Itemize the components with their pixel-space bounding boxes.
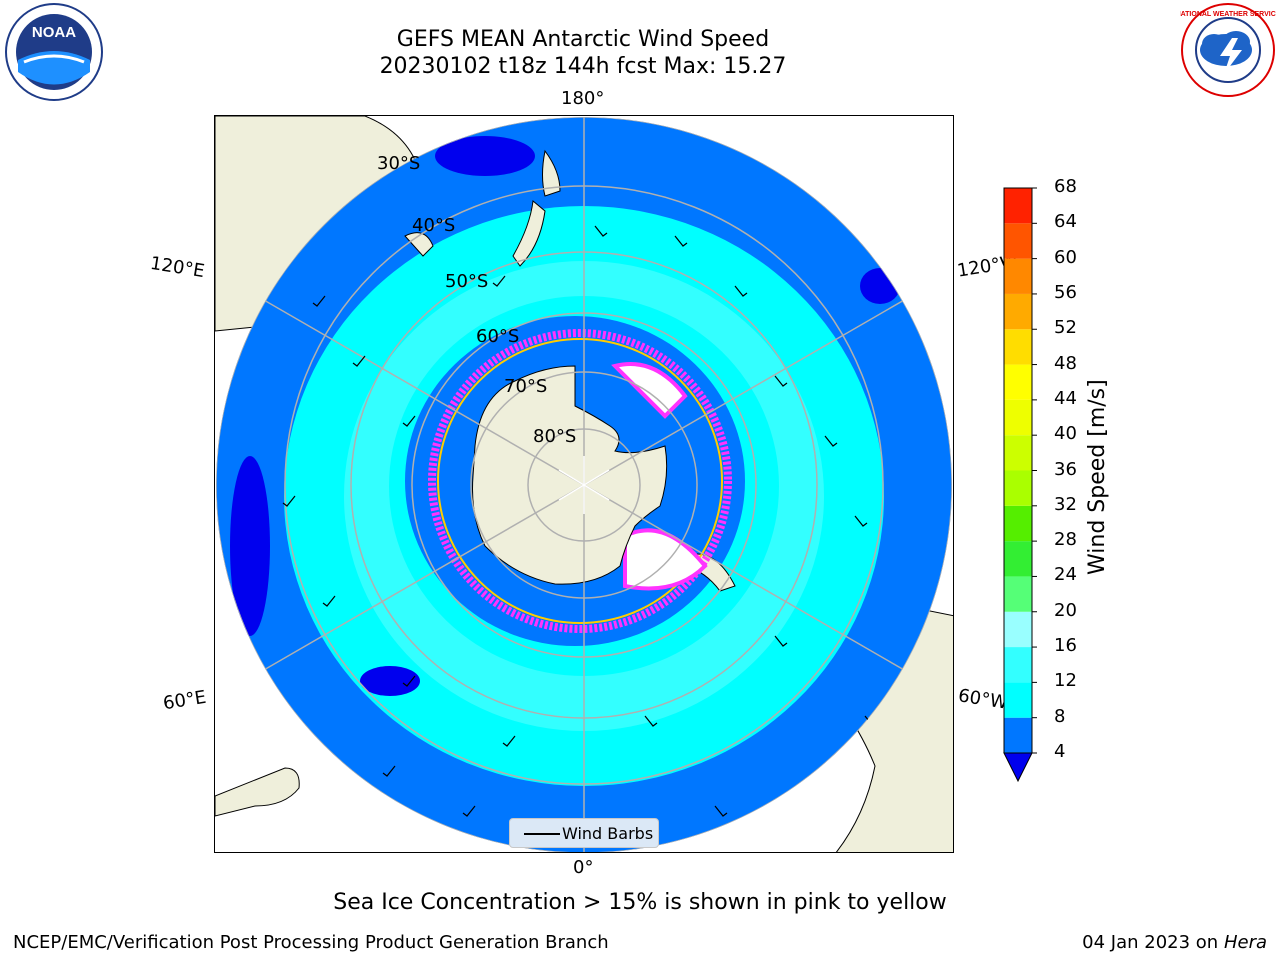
lon-label-60e: 60°E: [161, 686, 208, 715]
footer-credit: NCEP/EMC/Verification Post Processing Pr…: [13, 932, 609, 953]
colorbar-tick-label: 40: [1054, 423, 1077, 445]
lat-label-30s: 30°S: [377, 153, 420, 174]
colorbar-tick-label: 12: [1054, 670, 1077, 692]
colorbar-segment: [1004, 435, 1032, 471]
svg-text:NOAA: NOAA: [32, 24, 76, 41]
colorbar-tick-label: 20: [1054, 599, 1077, 621]
colorbar: [1003, 187, 1037, 783]
sea-ice-edge: [428, 329, 732, 633]
colorbar-segment: [1004, 470, 1032, 506]
footer-date: 04 Jan 2023 on Hera: [1082, 932, 1267, 953]
colorbar-segment: [1004, 576, 1032, 612]
colorbar-tick-label: 24: [1054, 564, 1077, 586]
lat-label-40s: 40°S: [412, 215, 455, 236]
colorbar-tick-label: 44: [1054, 387, 1077, 409]
colorbar-segment: [1004, 611, 1032, 648]
colorbar-segment: [1004, 399, 1032, 436]
graticule: [216, 117, 952, 852]
colorbar-tick-label: 16: [1054, 635, 1077, 657]
colorbar-tick-label: 64: [1054, 211, 1077, 233]
lon-label-0: 0°: [573, 857, 594, 878]
colorbar-tick-label: 32: [1054, 493, 1077, 515]
colorbar-tick-label: 36: [1054, 458, 1077, 480]
colorbar-segment: [1004, 329, 1032, 365]
land-africa: [215, 767, 300, 817]
nws-logo: NATIONAL WEATHER SERVICE: [1180, 3, 1276, 97]
lat-label-80s: 80°S: [533, 426, 576, 447]
wind-barbs: [282, 225, 878, 817]
colorbar-tick-label: 48: [1054, 352, 1077, 374]
wind-field-lt-4: [230, 456, 270, 636]
colorbar-segment: [1004, 541, 1032, 577]
colorbar-segment: [1004, 223, 1032, 259]
sea-ice-caption: Sea Ice Concentration > 15% is shown in …: [333, 890, 947, 915]
lon-label-180: 180°: [561, 88, 605, 109]
colorbar-extend-arrow: [1003, 752, 1033, 783]
colorbar-segment: [1004, 717, 1032, 753]
colorbar-tick-label: 52: [1054, 317, 1077, 339]
land-new-zealand: [512, 149, 561, 267]
chart-subtitle: 20230102 t18z 144h fcst Max: 15.27: [379, 54, 787, 79]
colorbar-label: Wind Speed [m/s]: [1085, 379, 1110, 575]
colorbar-tick-label: 4: [1054, 741, 1066, 762]
noaa-logo: NOAA: [5, 3, 103, 101]
colorbar-segment: [1004, 364, 1032, 400]
map-frame: 30°S 40°S 50°S 60°S 70°S 80°S Wind Barbs: [214, 115, 954, 853]
lat-label-70s: 70°S: [504, 376, 547, 397]
colorbar-tick-label: 56: [1054, 281, 1077, 303]
colorbar-tick-label: 68: [1054, 176, 1077, 197]
colorbar-segment: [1004, 682, 1032, 718]
lat-label-60s: 60°S: [476, 326, 519, 347]
colorbar-segment: [1004, 188, 1032, 224]
colorbar-tick-label: 60: [1054, 246, 1077, 268]
colorbar-tick-label: 8: [1054, 705, 1066, 727]
colorbar-segment: [1004, 293, 1032, 330]
colorbar-segment: [1004, 258, 1032, 294]
wind-barb-legend-line: [524, 833, 560, 835]
footer-machine: Hera: [1223, 932, 1267, 953]
map-legend: Wind Barbs: [509, 818, 659, 848]
polar-map: 30°S 40°S 50°S 60°S 70°S 80°S: [215, 116, 953, 852]
svg-text:NATIONAL WEATHER SERVICE: NATIONAL WEATHER SERVICE: [1180, 11, 1276, 18]
lat-label-50s: 50°S: [445, 271, 488, 292]
lon-label-120e: 120°E: [148, 252, 207, 283]
colorbar-tick-label: 28: [1054, 529, 1077, 551]
chart-title: GEFS MEAN Antarctic Wind Speed: [396, 27, 770, 52]
legend-label: Wind Barbs: [562, 824, 654, 843]
colorbar-segment: [1004, 647, 1032, 683]
colorbar-segment: [1004, 505, 1032, 542]
